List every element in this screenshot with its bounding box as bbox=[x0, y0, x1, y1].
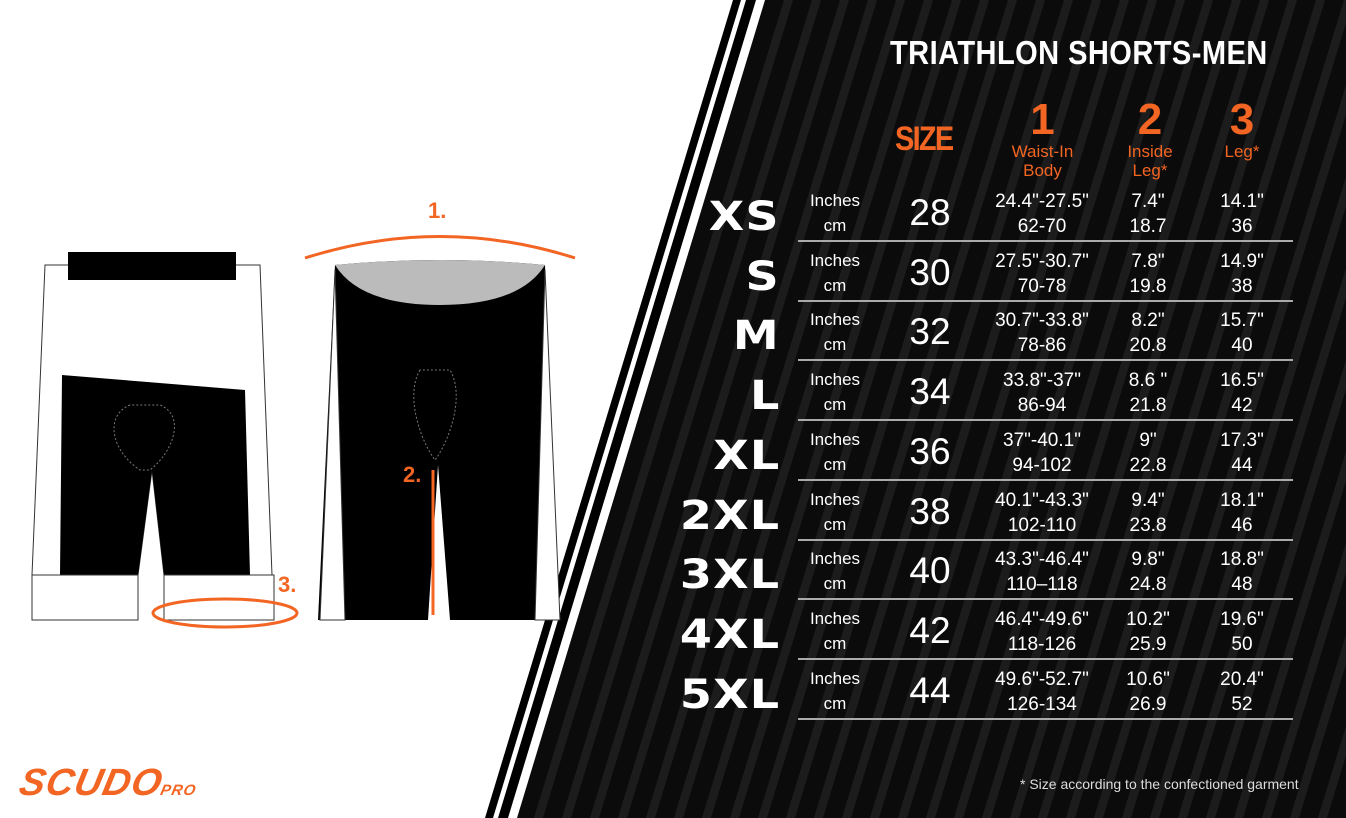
size-header: SIZE bbox=[895, 120, 954, 158]
size-label: 4XL bbox=[679, 611, 780, 658]
footnote: * Size according to the confectioned gar… bbox=[1020, 776, 1299, 792]
size-number: 34 bbox=[909, 371, 951, 413]
waist-cell: 40.1"-43.3" 102-110 bbox=[995, 489, 1089, 536]
waist-cell: 33.8"-37" 86-94 bbox=[1003, 370, 1081, 417]
inside-leg-cell: 10.6" 26.9 bbox=[1126, 668, 1170, 715]
size-number: 30 bbox=[909, 251, 951, 293]
units: Inches cm bbox=[809, 429, 861, 474]
units: Inches cm bbox=[809, 608, 861, 653]
leg-cell: 14.9" 38 bbox=[1220, 250, 1264, 297]
units: Inches cm bbox=[809, 191, 861, 235]
size-label: L bbox=[749, 373, 780, 420]
leg-cell: 17.3" 44 bbox=[1220, 429, 1264, 476]
size-label: XL bbox=[712, 432, 780, 479]
units: Inches cm bbox=[809, 668, 861, 713]
leg-cell: 19.6" 50 bbox=[1220, 608, 1264, 655]
inside-leg-cell: 9.8" 24.8 bbox=[1129, 549, 1167, 596]
waist-cell: 24.4"-27.5" 62-70 bbox=[995, 191, 1089, 237]
inside-leg-cell: 8.6 " 21.8 bbox=[1128, 370, 1168, 417]
waist-cell: 46.4"-49.6" 118-126 bbox=[995, 608, 1089, 655]
brand-logo: SCUDOPRO bbox=[15, 762, 199, 804]
waist-cell: 30.7"-33.8" 78-86 bbox=[995, 310, 1089, 357]
inside-leg-cell: 8.2" 20.8 bbox=[1129, 310, 1167, 357]
table-row: 3XL Inches cm 40 43.3"-46.4" 110–118 9.8" 2… bbox=[0, 542, 1346, 602]
size-number: 40 bbox=[909, 550, 951, 592]
row-divider bbox=[798, 240, 1293, 242]
size-number: 28 bbox=[909, 192, 951, 233]
waist-cell: 49.6"-52.7" 126-134 bbox=[995, 668, 1089, 715]
waist-cell: 27.5"-30.7" 70-78 bbox=[995, 250, 1089, 297]
row-divider bbox=[798, 657, 1293, 660]
table-row: 4XL Inches cm 42 46.4"-49.6" 118-126 10.2"… bbox=[0, 602, 1346, 662]
size-number: 38 bbox=[909, 490, 951, 532]
units: Inches cm bbox=[809, 549, 861, 594]
table-row: 2XL Inches cm 38 40.1"-43.3" 102-110 9.4" 2… bbox=[0, 483, 1346, 543]
units: Inches cm bbox=[809, 489, 861, 534]
measurement-arrows bbox=[151, 235, 576, 629]
inside-leg-cell: 9.4" 23.8 bbox=[1129, 489, 1167, 536]
units: Inches cm bbox=[809, 370, 861, 415]
shorts-diagram: 1. 2. 3. bbox=[31, 198, 576, 629]
units: Inches cm bbox=[809, 250, 861, 295]
row-divider bbox=[798, 419, 1293, 422]
table-row: S Inches cm 30 27.5"-30.7" 70-78 7.8" 19.8 … bbox=[0, 244, 1346, 304]
waist-cell: 37"-40.1" 94-102 bbox=[1003, 429, 1081, 476]
shorts-front-view bbox=[318, 260, 561, 621]
column-header-inside-leg: 2 Inside Leg* bbox=[1127, 95, 1173, 181]
chart-title: TRIATHLON SHORTS-MEN bbox=[890, 34, 1268, 71]
row-divider bbox=[798, 359, 1293, 362]
marker-1: 1. bbox=[428, 198, 446, 223]
units: Inches cm bbox=[809, 310, 861, 355]
row-divider bbox=[798, 299, 1293, 302]
size-label: S bbox=[745, 253, 780, 300]
leg-cell: 14.1" 36 bbox=[1220, 191, 1264, 237]
leg-cell: 16.5" 42 bbox=[1220, 370, 1264, 417]
row-divider bbox=[798, 478, 1293, 481]
leg-cell: 18.8" 48 bbox=[1220, 549, 1264, 596]
marker-2: 2. bbox=[403, 462, 421, 487]
size-label: 3XL bbox=[679, 552, 780, 599]
size-number: 42 bbox=[909, 609, 951, 651]
size-label: 5XL bbox=[679, 671, 780, 718]
row-divider bbox=[798, 717, 1293, 720]
row-divider bbox=[798, 598, 1293, 601]
inside-leg-cell: 9" 22.8 bbox=[1129, 429, 1167, 476]
table-row: XS Inches cm 28 24.4"-27.5" 62-70 7.4" 18.7… bbox=[0, 184, 1346, 244]
table-row: M Inches cm 32 30.7"-33.8" 78-86 8.2" 20.8 … bbox=[0, 303, 1346, 363]
waist-cell: 43.3"-46.4" 110–118 bbox=[995, 549, 1089, 596]
size-label: XS bbox=[709, 194, 780, 240]
leg-cell: 18.1" 46 bbox=[1220, 489, 1264, 536]
marker-3: 3. bbox=[278, 572, 296, 597]
column-header-leg: 3 Leg* bbox=[1224, 95, 1260, 162]
leg-cell: 20.4" 52 bbox=[1220, 668, 1264, 715]
table-row: L Inches cm 34 33.8"-37" 86-94 8.6 " 21.8 1… bbox=[0, 363, 1346, 423]
row-divider bbox=[798, 538, 1293, 541]
shorts-back-view bbox=[31, 252, 275, 621]
leg-cell: 15.7" 40 bbox=[1220, 310, 1264, 357]
inside-leg-cell: 10.2" 25.9 bbox=[1126, 608, 1170, 655]
size-number: 32 bbox=[909, 311, 951, 353]
size-number: 44 bbox=[909, 669, 951, 711]
table-row: XL Inches cm 36 37"-40.1" 94-102 9" 22.8 17… bbox=[0, 423, 1346, 483]
inside-leg-cell: 7.4" 18.7 bbox=[1129, 191, 1167, 237]
size-label: M bbox=[733, 313, 780, 360]
table-row: 5XL Inches cm 44 49.6"-52.7" 126-134 10.6"… bbox=[0, 662, 1346, 722]
column-header-waist: 1 Waist-In Body bbox=[1011, 95, 1074, 181]
size-number: 36 bbox=[909, 430, 951, 472]
size-label: 2XL bbox=[679, 492, 780, 539]
inside-leg-cell: 7.8" 19.8 bbox=[1129, 250, 1167, 297]
